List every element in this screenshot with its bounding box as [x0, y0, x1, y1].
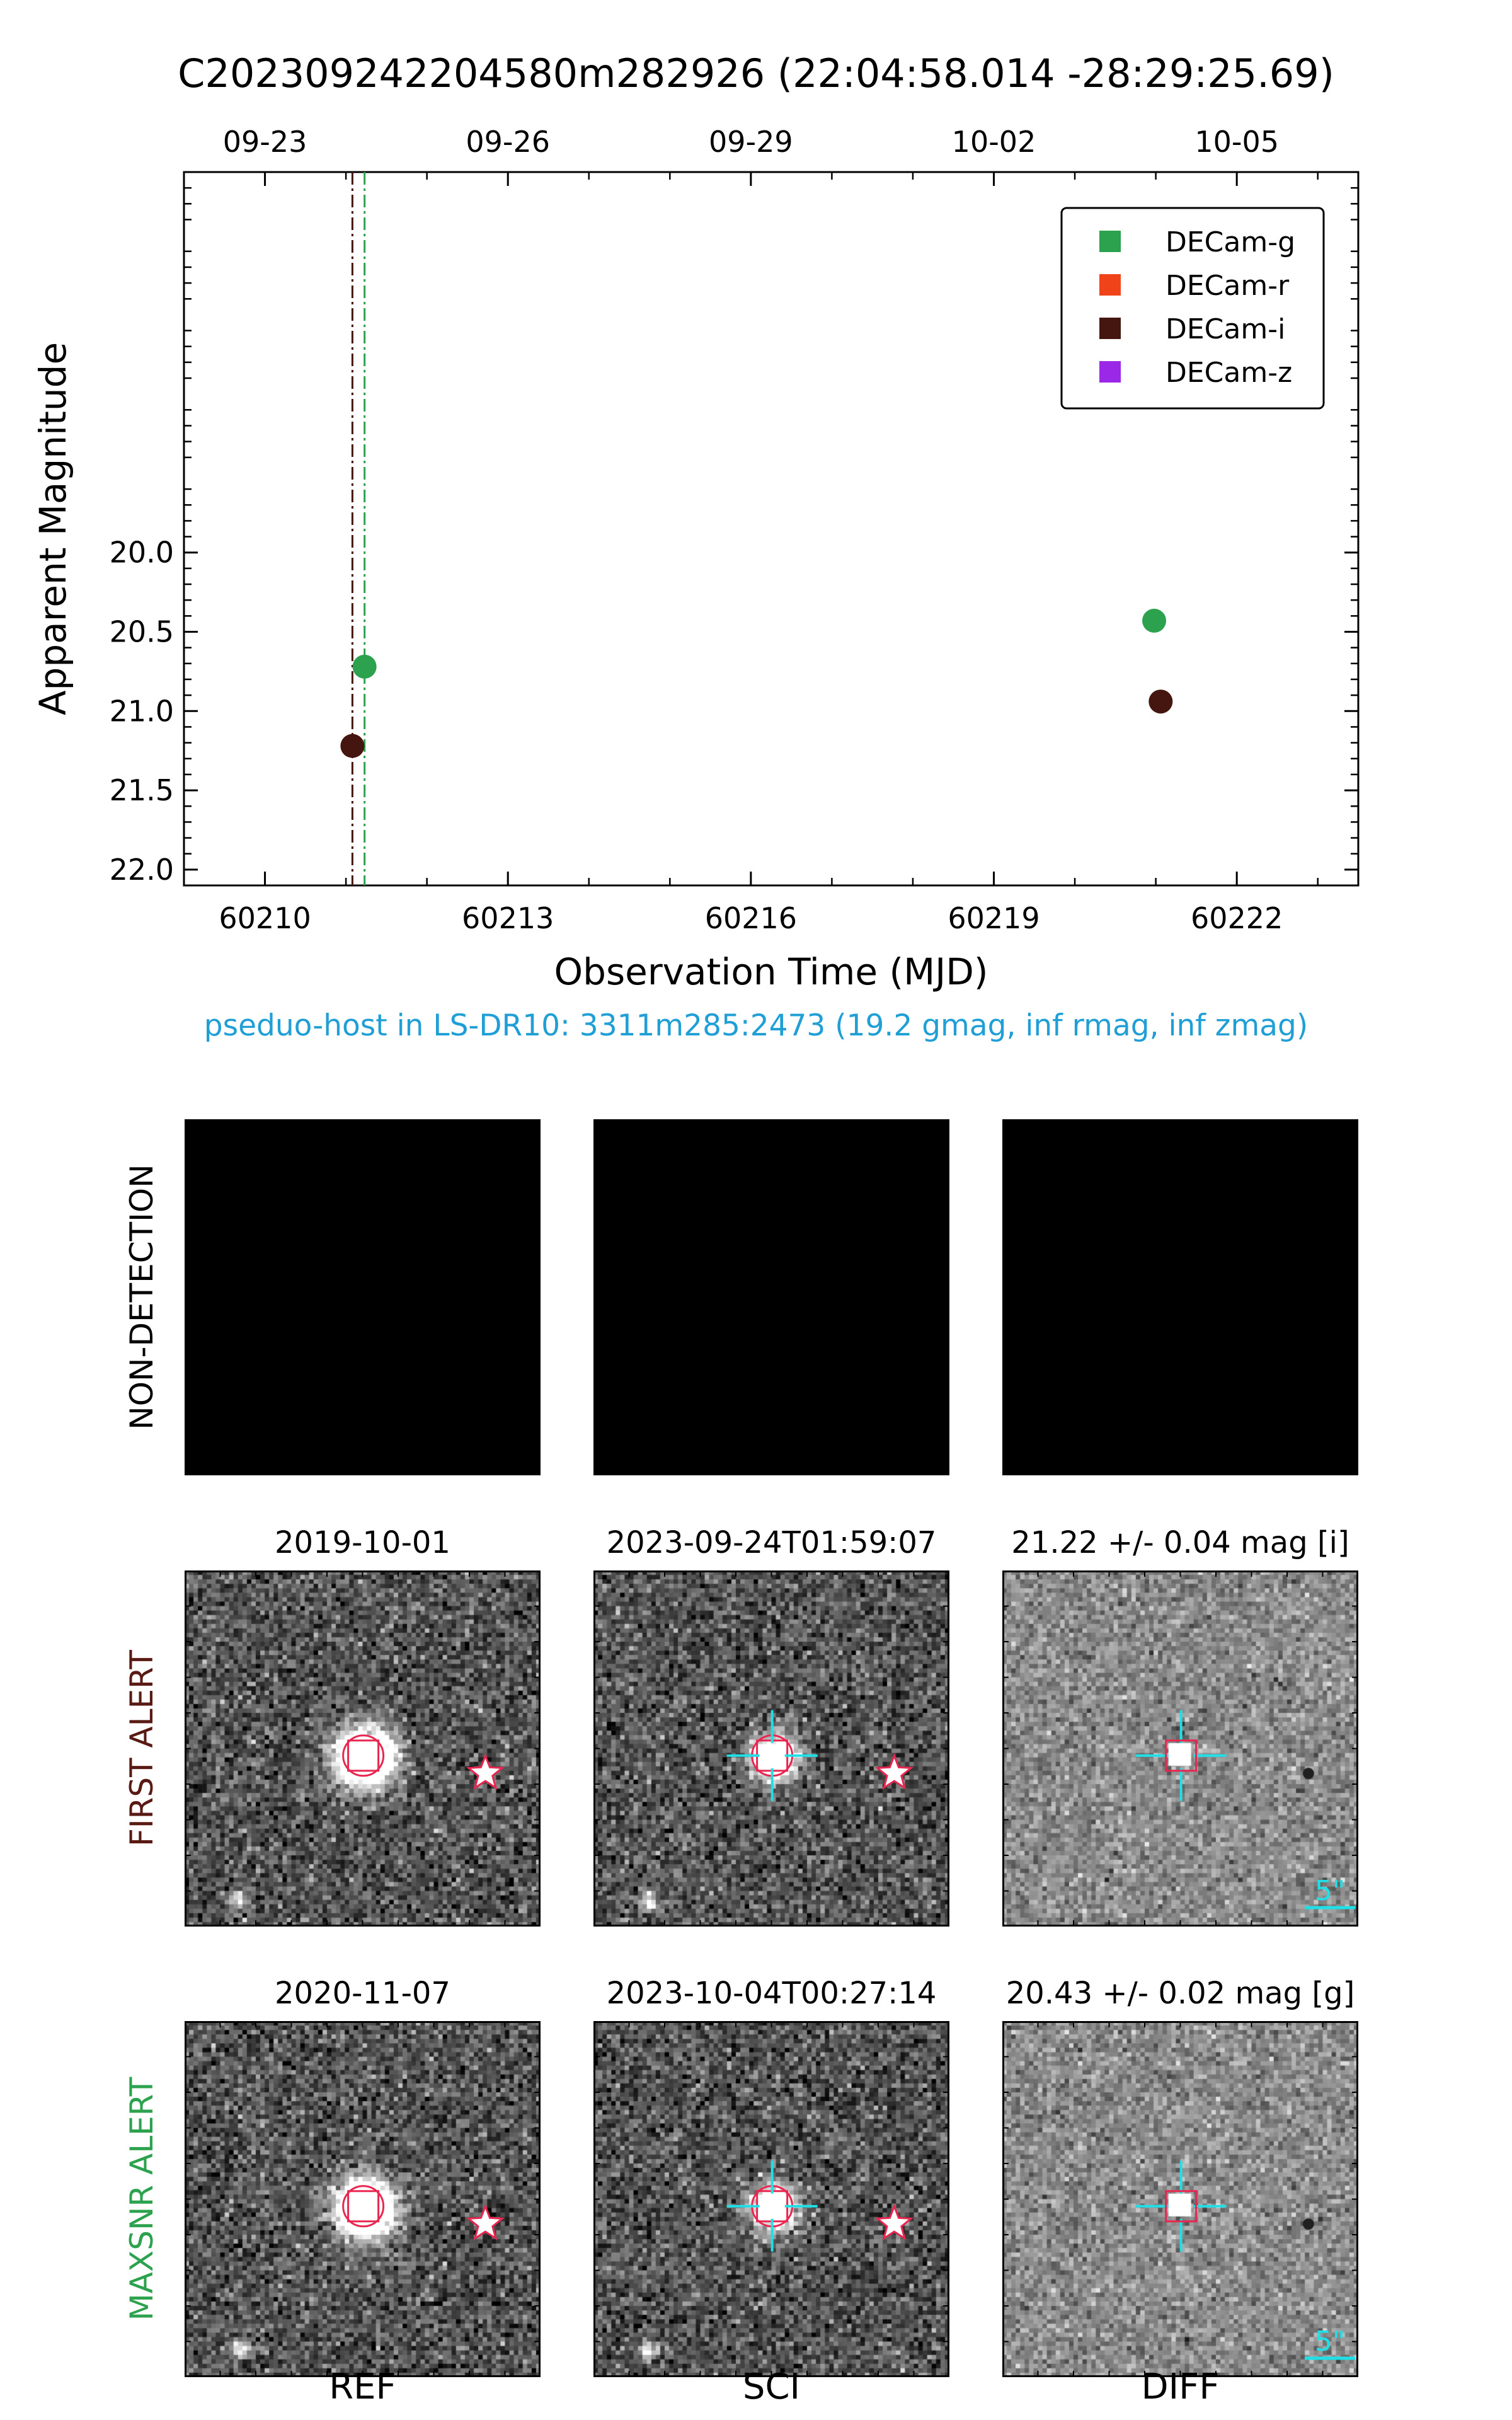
- star-marker: [466, 1753, 505, 1790]
- sci-stamp-image: [593, 1570, 949, 1927]
- stamp-title: 20.43 +/- 0.02 mag [g]: [1005, 1976, 1355, 2011]
- data-point: [1142, 608, 1167, 633]
- stamp-frame: [593, 2021, 949, 2377]
- stamp-frame: [185, 2021, 541, 2377]
- host-square-marker: [347, 2190, 380, 2223]
- row-label: FIRST ALERT: [123, 1649, 160, 1847]
- data-point: [340, 734, 365, 758]
- x-tick-label: 60219: [948, 901, 1040, 935]
- column-label: REF: [329, 2366, 396, 2407]
- stamp-frame: [1002, 2021, 1358, 2377]
- y-tick-label: 21.0: [110, 694, 174, 728]
- legend-label: DECam-i: [1166, 313, 1285, 345]
- ref-stamp-image: [185, 1570, 541, 1927]
- column-label: DIFF: [1141, 2366, 1220, 2407]
- legend-box: [1060, 207, 1325, 410]
- legend-label: DECam-r: [1166, 270, 1290, 302]
- stamp-frame: [1002, 1119, 1358, 1475]
- scale-bar-label: 5": [1315, 1875, 1345, 1907]
- stamp-title: 2020-11-07: [275, 1976, 450, 2011]
- top-date-label: 09-23: [223, 125, 307, 159]
- star-marker: [874, 2203, 914, 2241]
- stamp-frame: [1002, 1570, 1358, 1927]
- y-tick-label: 20.5: [110, 615, 174, 649]
- scale-bar-label: 5": [1315, 2325, 1345, 2358]
- data-point: [352, 654, 377, 679]
- x-tick-label: 60213: [462, 901, 554, 935]
- data-point: [1148, 689, 1173, 714]
- diff-square-marker: [1165, 2190, 1198, 2223]
- blank-stamp: [185, 1119, 541, 1475]
- legend-marker: [1099, 318, 1121, 339]
- star-marker: [466, 2203, 505, 2241]
- x-axis-label: Observation Time (MJD): [554, 950, 988, 993]
- ref-stamp-image: [185, 2021, 541, 2377]
- stamp-frame: [593, 1119, 949, 1475]
- legend-label: DECam-z: [1166, 357, 1292, 389]
- diff-stamp-image: [1002, 1570, 1358, 1927]
- y-tick-label: 22.0: [110, 853, 174, 887]
- legend-marker: [1099, 231, 1121, 252]
- column-label: SCI: [742, 2366, 801, 2407]
- stamp-overlay: 5": [1002, 2021, 1358, 2377]
- row-label: MAXSNR ALERT: [123, 2077, 160, 2320]
- stamp-title: 2023-10-04T00:27:14: [606, 1976, 937, 2011]
- top-date-label: 10-05: [1194, 125, 1279, 159]
- stamp-title: 21.22 +/- 0.04 mag [i]: [1011, 1525, 1349, 1560]
- y-tick-label: 20.0: [110, 536, 174, 570]
- host-info: pseduo-host in LS-DR10: 3311m285:2473 (1…: [203, 1008, 1309, 1043]
- blank-stamp: [1002, 1119, 1358, 1475]
- star-marker: [874, 1753, 914, 1790]
- stamp-frame: [593, 1570, 949, 1927]
- row-label: NON-DETECTION: [123, 1163, 160, 1430]
- sci-stamp-image: [593, 2021, 949, 2377]
- y-tick-label: 21.5: [110, 773, 174, 807]
- host-circle-marker: [342, 1734, 385, 1777]
- x-tick-label: 60216: [705, 901, 797, 935]
- stamp-frame: [185, 1119, 541, 1475]
- stamp-frame: [185, 1570, 541, 1927]
- stamp-title: 2023-09-24T01:59:07: [606, 1525, 937, 1560]
- blank-stamp: [593, 1119, 949, 1475]
- top-date-label: 09-29: [709, 125, 793, 159]
- legend-marker: [1099, 361, 1121, 383]
- plot-frame: [183, 171, 1360, 887]
- figure-title: C202309242204580m282926 (22:04:58.014 -2…: [178, 50, 1334, 96]
- top-date-label: 10-02: [952, 125, 1036, 159]
- diff-square-marker: [1165, 1739, 1198, 1772]
- x-tick-label: 60210: [219, 901, 311, 935]
- legend-marker: [1099, 274, 1121, 296]
- top-date-label: 09-26: [466, 125, 550, 159]
- y-axis-label: Apparent Magnitude: [32, 342, 74, 715]
- host-circle-marker: [342, 2185, 385, 2228]
- stamp-title: 2019-10-01: [275, 1525, 450, 1560]
- host-square-marker: [347, 1739, 380, 1772]
- legend-label: DECam-g: [1166, 226, 1295, 258]
- x-tick-label: 60222: [1191, 901, 1283, 935]
- stamp-overlay: 5": [1002, 1570, 1358, 1927]
- diff-stamp-image: [1002, 2021, 1358, 2377]
